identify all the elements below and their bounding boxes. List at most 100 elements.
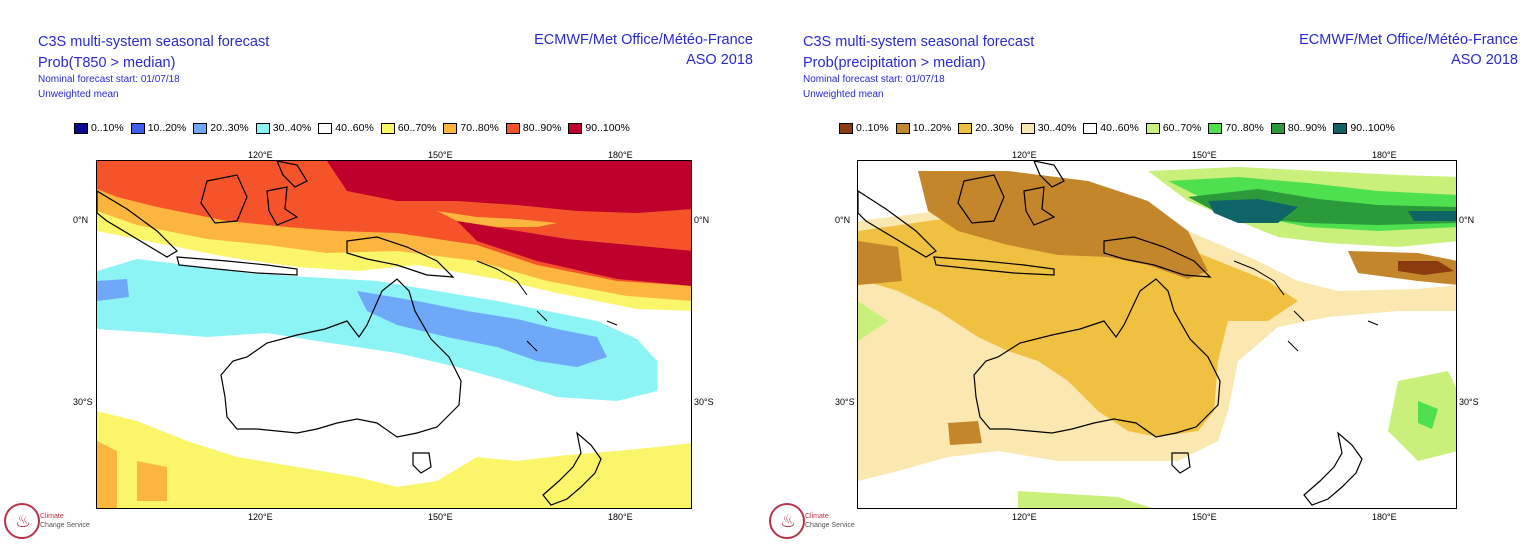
thermometer-icon: ♨: [780, 511, 797, 531]
thermometer-icon: ♨: [15, 511, 32, 531]
java-coastline: [176, 256, 298, 276]
lon-tick-top: 150°E: [1192, 150, 1217, 160]
legend-item: 60..70%: [1145, 122, 1202, 134]
lon-tick-top: 180°E: [608, 150, 633, 160]
tasmania-coastline: [412, 452, 432, 474]
pacific-islands: [476, 260, 618, 352]
legend-item: 90..100%: [1333, 122, 1395, 134]
legend-label: 20..30%: [975, 122, 1014, 134]
lat-tick-left: 30°S: [73, 397, 93, 407]
legend-item: 70..80%: [1208, 122, 1264, 134]
new-zealand-coastline: [542, 431, 602, 506]
legend-swatch: [193, 122, 208, 134]
legend: 0..10% 10..20% 20..30% 30..40% 40..60% 60..70…: [839, 122, 1402, 134]
legend-label: 60..70%: [1162, 122, 1202, 134]
season-label: ASO 2018: [686, 52, 753, 68]
lat-tick-right: 0°N: [694, 215, 710, 225]
region-30-40: [97, 259, 657, 401]
lon-tick-bottom: 120°E: [248, 512, 273, 522]
lon-tick-bottom: 180°E: [1372, 512, 1397, 522]
new-zealand-coastline: [1303, 431, 1363, 506]
lat-tick-right: 30°S: [694, 397, 714, 407]
region-20-30: [97, 279, 129, 301]
legend-swatch: [1208, 122, 1223, 134]
region-20-30: [357, 291, 607, 367]
legend-label: 10..20%: [912, 122, 952, 134]
region-60-70: [437, 211, 557, 227]
season-label: ASO 2018: [1451, 52, 1518, 68]
legend-swatch: [1020, 122, 1035, 134]
lon-tick-bottom: 180°E: [608, 512, 633, 522]
legend-swatch: [318, 122, 333, 134]
legend-item: 60..70%: [380, 122, 436, 134]
region-90-100: [457, 221, 691, 286]
source-label: ECMWF/Met Office/Météo-France: [534, 32, 753, 48]
copernicus-logo: ♨ Climate Change Service: [769, 503, 859, 551]
legend-swatch: [443, 122, 458, 134]
weighting-label: Unweighted mean: [38, 89, 119, 100]
panel-title: C3S multi-system seasonal forecast: [38, 34, 270, 50]
region-90-100: [1408, 211, 1456, 221]
legend-swatch: [74, 122, 88, 134]
region-60-70: [97, 411, 691, 508]
lon-tick-bottom: 120°E: [1012, 512, 1037, 522]
legend-item: 10..20%: [895, 122, 952, 134]
australia-coastline: [973, 278, 1221, 438]
legend-item: 80..90%: [505, 122, 561, 134]
region-10-20: [858, 241, 902, 285]
logo-ring: [769, 503, 805, 539]
legend-swatch: [255, 122, 270, 134]
legend-item: 0..10%: [839, 122, 889, 134]
legend-label: 30..40%: [1037, 122, 1077, 134]
philippines-coastline: [1033, 161, 1065, 188]
region-0-10: [1398, 261, 1454, 275]
lat-tick-left: 0°N: [73, 215, 89, 225]
legend-swatch: [1333, 122, 1348, 134]
legend-label: 90..100%: [1350, 122, 1395, 134]
logo-text: Change Service: [805, 522, 855, 529]
region-60-70: [1018, 491, 1152, 508]
legend-item: 30..40%: [255, 122, 312, 134]
copernicus-logo: ♨ Climate Change Service: [4, 503, 94, 551]
legend-item: 70..80%: [443, 122, 499, 134]
panel-title: C3S multi-system seasonal forecast: [803, 34, 1035, 50]
borneo-coastline: [957, 174, 1005, 224]
forecast-start: Nominal forecast start: 01/07/18: [803, 74, 945, 85]
weighting-label: Unweighted mean: [803, 89, 884, 100]
lon-tick-bottom: 150°E: [428, 512, 453, 522]
lat-tick-right: 0°N: [1459, 215, 1475, 225]
lon-tick-top: 180°E: [1372, 150, 1397, 160]
region-60-70: [858, 301, 888, 341]
legend-swatch: [380, 122, 395, 134]
source-block: ECMWF/Met Office/Météo-France ASO 2018: [1299, 30, 1518, 70]
legend-swatch: [958, 122, 973, 134]
legend-label: 40..60%: [335, 122, 374, 134]
precipitation-map: [857, 160, 1457, 509]
region-70-80: [97, 441, 117, 508]
legend-label: 40..60%: [1100, 122, 1139, 134]
legend-swatch: [895, 122, 910, 134]
legend-label: 0..10%: [91, 122, 124, 134]
region-70-80: [137, 461, 167, 501]
australia-coastline: [220, 278, 462, 438]
panel-temperature: C3S multi-system seasonal forecast Prob(…: [0, 0, 765, 553]
legend-label: 80..90%: [1287, 122, 1327, 134]
legend-item: 80..90%: [1270, 122, 1327, 134]
sulawesi-coastline: [1023, 186, 1056, 226]
temperature-map: [96, 160, 692, 509]
logo-ring: [4, 503, 40, 539]
legend-swatch: [839, 122, 853, 134]
legend-label: 0..10%: [856, 122, 889, 134]
legend-label: 30..40%: [272, 122, 312, 134]
legend-label: 20..30%: [210, 122, 249, 134]
legend-item: 20..30%: [958, 122, 1014, 134]
legend-item: 40..60%: [1083, 122, 1139, 134]
legend-item: 30..40%: [1020, 122, 1077, 134]
legend: 0..10% 10..20% 20..30% 30..40% 40..60% 60..70…: [74, 122, 637, 134]
lon-tick-top: 120°E: [248, 150, 273, 160]
lon-tick-bottom: 150°E: [1192, 512, 1217, 522]
pacific-islands: [1233, 260, 1379, 352]
legend-swatch: [1270, 122, 1285, 134]
new-guinea-coastline: [1103, 236, 1212, 278]
source-label: ECMWF/Met Office/Météo-France: [1299, 32, 1518, 48]
